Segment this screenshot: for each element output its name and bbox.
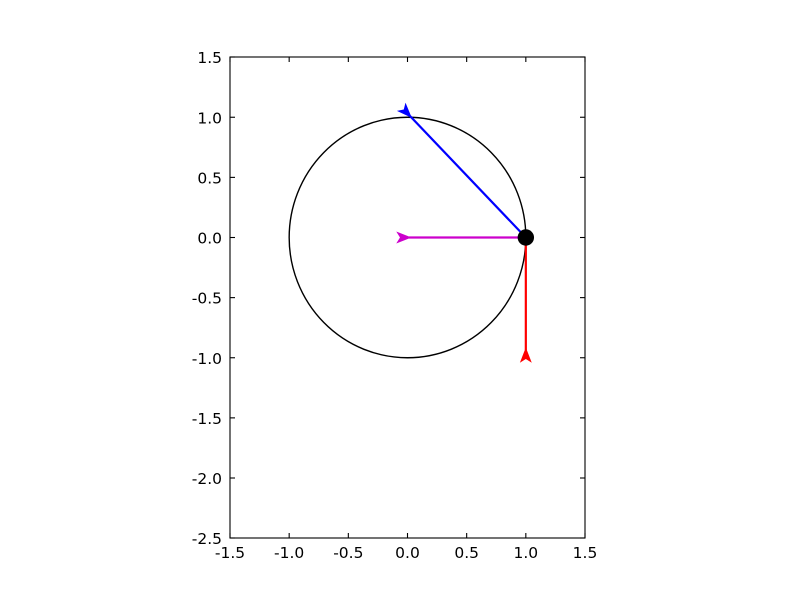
particle-position-marker [517, 229, 535, 246]
y-tick-label: 0.5 [197, 169, 222, 187]
x-tick-label: -1.0 [274, 544, 304, 562]
y-tick-label: 1.0 [197, 109, 222, 127]
y-tick-label: 0.0 [197, 230, 222, 248]
velocity-vector-blue [396, 102, 527, 239]
y-tick-label: -0.5 [192, 290, 222, 308]
x-tick-label: 0.0 [395, 544, 420, 562]
y-tick-label: -1.5 [192, 410, 222, 428]
x-axis-tick-labels: -1.5 -1.0 -0.5 0.0 0.5 1.0 1.5 [215, 544, 597, 562]
y-tick-label: -2.0 [192, 470, 222, 488]
axes-background [230, 57, 585, 538]
y-tick-label: -2.5 [192, 530, 222, 548]
x-tick-label: 0.5 [454, 544, 479, 562]
y-tick-label: -1.0 [192, 350, 222, 368]
x-tick-marks [229, 57, 586, 538]
y-axis-tick-labels: 1.5 1.0 0.5 0.0 -0.5 -1.0 -1.5 -2.0 -2.5 [192, 49, 222, 548]
x-tick-label: -0.5 [333, 544, 363, 562]
x-tick-label: 1.5 [573, 544, 598, 562]
x-tick-label: -1.5 [215, 544, 245, 562]
x-tick-label: 1.0 [514, 544, 539, 562]
y-tick-marks [230, 56, 585, 539]
y-tick-label: 1.5 [197, 49, 222, 67]
